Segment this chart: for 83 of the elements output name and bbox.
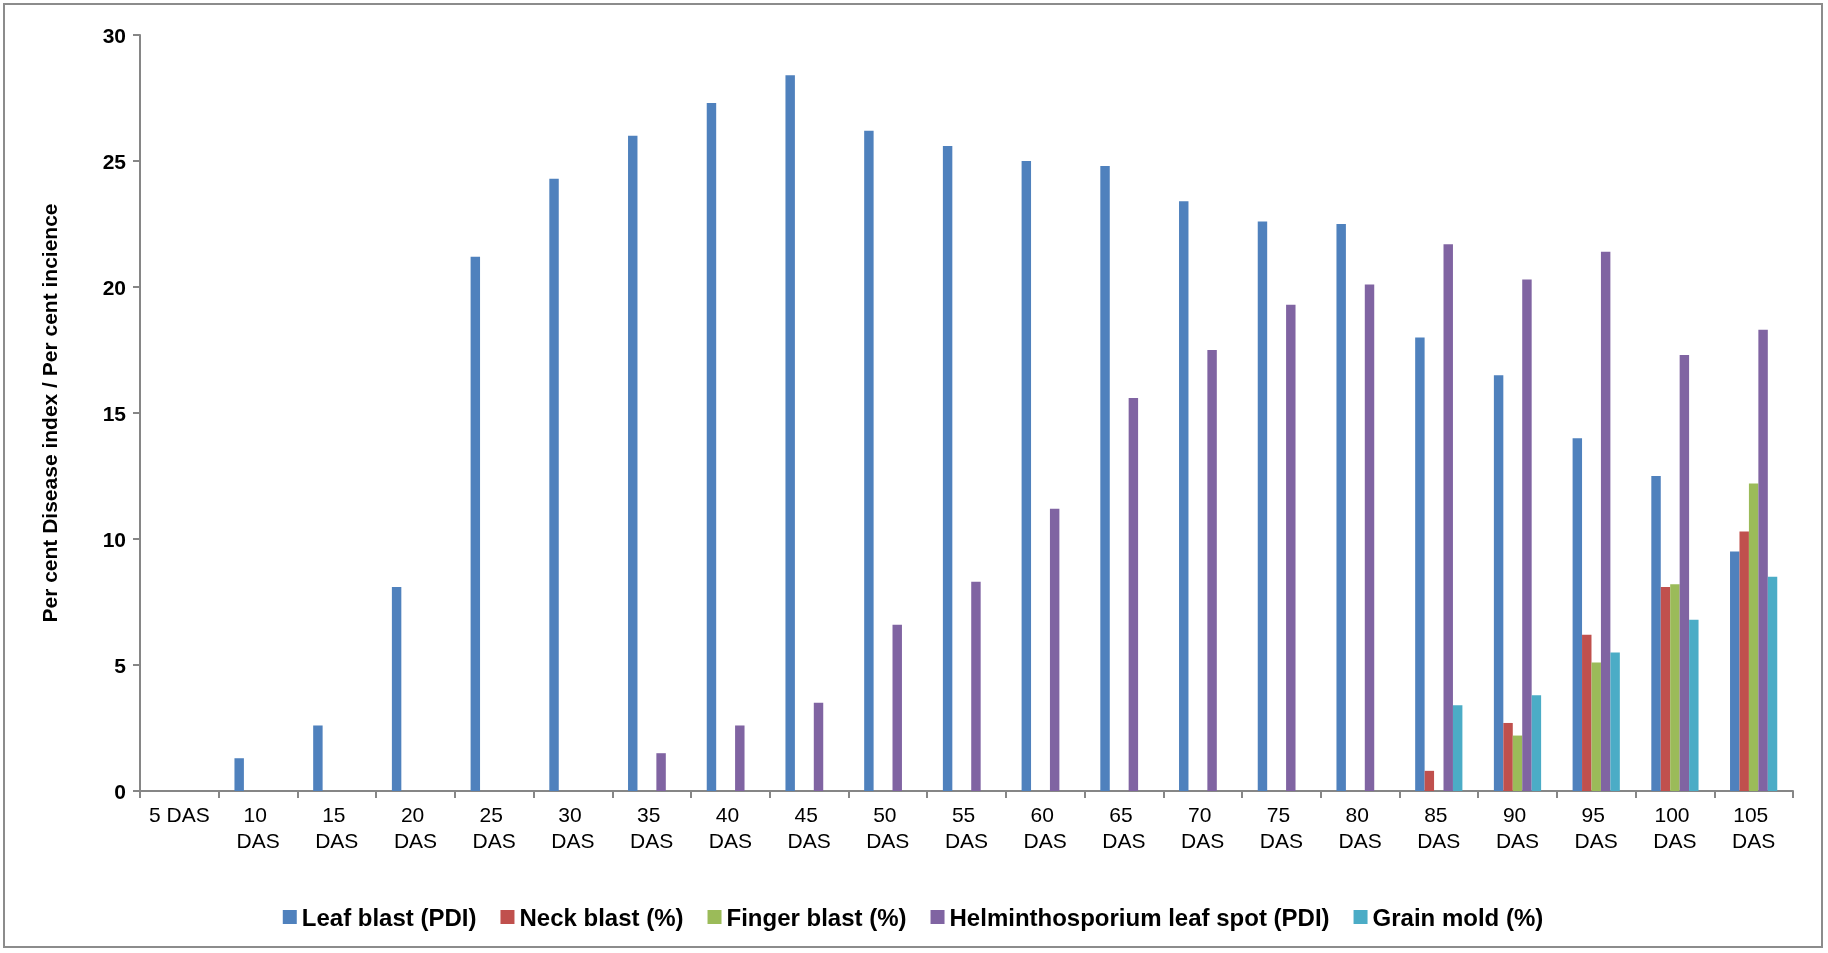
- bar: [1503, 722, 1513, 791]
- bar: [1660, 586, 1671, 791]
- x-tick-label: 65 DAS: [1102, 802, 1146, 852]
- bar: [1512, 735, 1523, 791]
- bar: [1452, 705, 1463, 791]
- bar: [1610, 652, 1620, 791]
- bar: [1591, 662, 1601, 791]
- x-tick-label: 90 DAS: [1495, 802, 1540, 852]
- y-tick-label: 30: [102, 23, 126, 47]
- bar: [1443, 244, 1453, 791]
- legend-label: Neck blast (%): [519, 903, 684, 931]
- bar: [1689, 619, 1699, 791]
- bar: [1128, 397, 1139, 791]
- x-tick-label: 50 DAS: [866, 802, 910, 852]
- bar: [628, 135, 638, 791]
- bar: [1582, 634, 1592, 791]
- bar: [470, 256, 481, 791]
- bar: [1758, 329, 1768, 791]
- bar: [1730, 551, 1740, 791]
- bar: [1100, 166, 1110, 791]
- x-tick-label: 55 DAS: [944, 802, 989, 852]
- bar: [1767, 576, 1778, 791]
- bar: [1049, 508, 1060, 791]
- x-tick-label: 5 DAS: [149, 802, 210, 826]
- x-tick-label: 75 DAS: [1259, 802, 1303, 852]
- bar: [892, 624, 902, 791]
- x-tick-label: 20 DAS: [393, 802, 438, 852]
- y-tick-label: 0: [114, 779, 126, 803]
- bar: [813, 702, 824, 791]
- x-tick-label: 30 DAS: [551, 802, 595, 852]
- x-tick-label: 100 DAS: [1653, 802, 1697, 852]
- bar: [549, 178, 559, 791]
- y-tick-label: 15: [102, 401, 127, 425]
- bar: [1670, 584, 1680, 791]
- bar: [1424, 770, 1435, 791]
- legend-label: Grain mold (%): [1372, 903, 1544, 931]
- bar: [942, 145, 953, 791]
- bar: [1336, 224, 1346, 791]
- x-tick-label: 105 DAS: [1732, 802, 1776, 852]
- bar: [656, 753, 666, 791]
- bar: [785, 75, 795, 791]
- bar: [1286, 304, 1296, 791]
- bar: [1572, 438, 1583, 791]
- bar: [1493, 375, 1504, 791]
- bar: [706, 103, 717, 791]
- bar: [864, 130, 874, 791]
- y-tick-label: 5: [114, 653, 127, 677]
- y-tick-label: 20: [102, 275, 126, 299]
- y-tick-label: 25: [102, 149, 127, 173]
- x-tick-label: 70 DAS: [1181, 802, 1225, 852]
- bar: [1364, 284, 1375, 791]
- legend-label: Finger blast (%): [726, 903, 907, 931]
- x-tick-label: 35 DAS: [630, 802, 674, 852]
- bar: [1679, 355, 1690, 791]
- x-tick-label: 15 DAS: [315, 802, 359, 852]
- bar: [391, 586, 402, 791]
- x-tick-label: 80 DAS: [1338, 802, 1382, 852]
- legend-label: Helminthosporium leaf spot (PDI): [949, 903, 1330, 931]
- legend-label: Leaf blast (PDI): [301, 903, 477, 931]
- x-tick-label: 60 DAS: [1023, 802, 1067, 852]
- bar: [971, 581, 981, 791]
- bar: [1021, 161, 1032, 791]
- bar: [1207, 350, 1217, 791]
- x-tick-label: 10 DAS: [236, 802, 280, 852]
- x-tick-label: 85 DAS: [1417, 802, 1461, 852]
- bar: [1739, 531, 1749, 791]
- x-tick-label: 45 DAS: [787, 802, 831, 852]
- bar: [1531, 695, 1542, 791]
- bar: [1748, 483, 1759, 791]
- bar: [735, 725, 745, 791]
- bar: [1600, 251, 1611, 791]
- bar: [1415, 337, 1425, 791]
- x-tick-label: 95 DAS: [1574, 802, 1618, 852]
- y-tick-label: 10: [102, 527, 126, 551]
- bar: [234, 758, 244, 791]
- y-axis-title: Per cent Disease index / Per cent incience: [38, 203, 61, 623]
- bar: [1522, 279, 1532, 791]
- bar: [1651, 476, 1661, 791]
- x-tick-label: 25 DAS: [472, 802, 516, 852]
- bar: [313, 725, 323, 791]
- x-tick-label: 40 DAS: [708, 802, 752, 852]
- bar: [1179, 201, 1189, 791]
- bar: [1257, 221, 1268, 791]
